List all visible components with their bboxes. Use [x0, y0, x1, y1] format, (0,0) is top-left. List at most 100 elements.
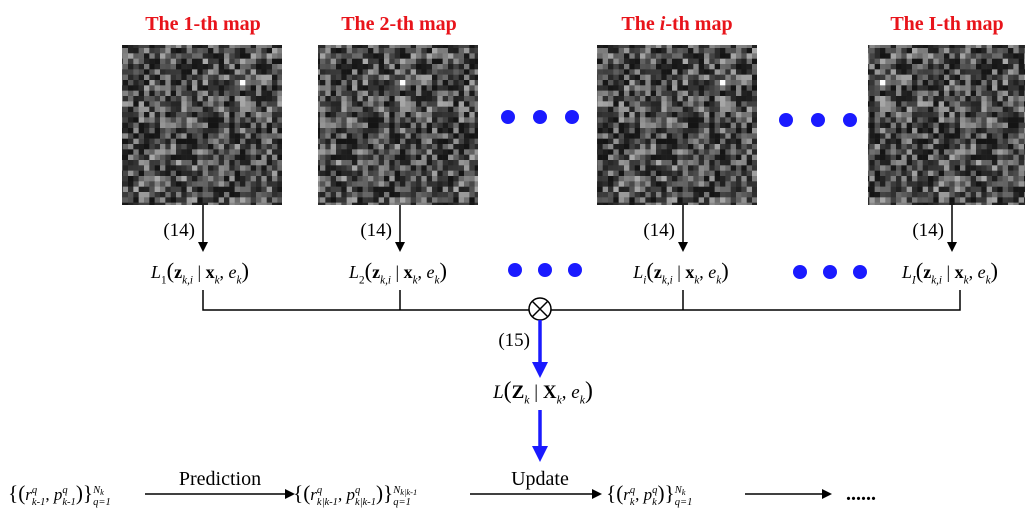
formula-part: ): [439, 258, 447, 283]
formula-part: z: [174, 262, 182, 282]
formula-part: )}: [76, 481, 93, 505]
formula-part: (: [504, 378, 512, 404]
formula-part: {(: [8, 481, 25, 505]
formula-part: k: [682, 487, 686, 497]
formula-part: -th map: [665, 13, 732, 35]
formula-part: {(: [606, 481, 623, 505]
formula-part: k|k-1: [400, 487, 417, 497]
formula-part: )}: [376, 481, 393, 505]
formula-part: e: [571, 382, 579, 403]
connector: [203, 290, 529, 310]
formula-part: (: [646, 258, 654, 283]
formula-part: k,i: [182, 274, 193, 286]
formula-part: |: [193, 262, 206, 282]
formula-part: p: [345, 485, 355, 504]
formula-part: k,i: [380, 274, 391, 286]
connector: [551, 290, 960, 310]
diagram: The 1-th map (14) L1(zk,i | xk, ek) The 2-t…: [0, 0, 1025, 522]
formula-part: z: [923, 262, 931, 282]
map-title: The 1-th map: [145, 13, 261, 35]
formula-part: |: [942, 262, 955, 282]
formula-part: |: [530, 382, 543, 403]
formula-part: ,: [562, 382, 572, 403]
formula-part: q: [32, 485, 38, 496]
step-label: Update: [511, 468, 569, 490]
formula-part: The I-th map: [890, 13, 1003, 35]
formula-part: k|k-1: [355, 497, 376, 508]
noise-map: [597, 45, 757, 205]
formula-part: k-1: [32, 497, 45, 508]
noise-map: [122, 45, 282, 205]
formula-part: e: [229, 262, 237, 282]
formula-part: z: [372, 262, 380, 282]
formula-part: ,: [45, 485, 54, 504]
formula-part: The 1-th map: [145, 13, 261, 35]
formula-part: )}: [657, 481, 674, 505]
equation-ref: (15): [498, 330, 530, 351]
formula-part: k: [630, 497, 635, 508]
formula-part: z: [654, 262, 662, 282]
formula-part: (: [365, 258, 373, 283]
formula-part: k: [100, 487, 104, 497]
formula-part: p: [643, 485, 653, 504]
formula-part: |: [673, 262, 686, 282]
formula-part: k: [652, 497, 657, 508]
formula-part: |: [391, 262, 404, 282]
formula-part: ,: [418, 262, 427, 282]
formula-part: x: [404, 262, 413, 282]
map-title: The i-th map: [621, 13, 732, 35]
formula-part: (: [916, 258, 924, 283]
formula-part: x: [685, 262, 694, 282]
formula-part: p: [53, 485, 63, 504]
formula-part: k,i: [931, 274, 942, 286]
noise-map: [318, 45, 478, 205]
formula-part: L: [632, 262, 643, 282]
equation-ref: (14): [360, 220, 392, 241]
formula-part: q=1: [675, 497, 693, 508]
formula-part: q: [317, 485, 323, 496]
formula-part: ,: [220, 262, 229, 282]
formula-part: X: [543, 382, 557, 403]
formula-part: e: [708, 262, 716, 282]
likelihood: L2(zk,i | xk, ek): [348, 258, 447, 286]
particle-set: {(rqk|k-1, pqk|k-1)}Nk|k-1q=1: [293, 481, 417, 508]
formula-part: L: [150, 262, 161, 282]
formula-part: k|k-1: [317, 497, 338, 508]
map-title: The 2-th map: [341, 13, 457, 35]
map-title: The I-th map: [890, 13, 1003, 35]
formula-part: e: [978, 262, 986, 282]
equation-ref: (14): [643, 220, 675, 241]
formula-part: {(: [293, 481, 310, 505]
formula-part: q=1: [393, 497, 411, 508]
formula-part: L: [492, 382, 504, 403]
formula-part: k-1: [62, 497, 75, 508]
noise-map: [868, 45, 1025, 205]
formula-part: k,i: [662, 274, 673, 286]
formula-part: ,: [969, 262, 978, 282]
step-label: Prediction: [179, 468, 261, 490]
formula-part: Z: [512, 382, 525, 403]
formula-part: L: [348, 262, 359, 282]
formula-part: The 2-th map: [341, 13, 457, 35]
formula-part: x: [955, 262, 964, 282]
formula-part: (: [167, 258, 175, 283]
equation-ref: (14): [912, 220, 944, 241]
formula-part: ): [721, 258, 729, 283]
formula-part: e: [427, 262, 435, 282]
formula-part: q: [355, 485, 361, 496]
formula-part: The: [621, 13, 659, 35]
formula-part: x: [206, 262, 215, 282]
formula-part: ): [991, 258, 999, 283]
equation-ref: (14): [163, 220, 195, 241]
formula-part: ): [241, 258, 249, 283]
formula-part: ,: [338, 485, 347, 504]
formula-part: q=1: [93, 497, 111, 508]
formula-part: L: [901, 262, 912, 282]
formula-part: ): [585, 378, 593, 404]
